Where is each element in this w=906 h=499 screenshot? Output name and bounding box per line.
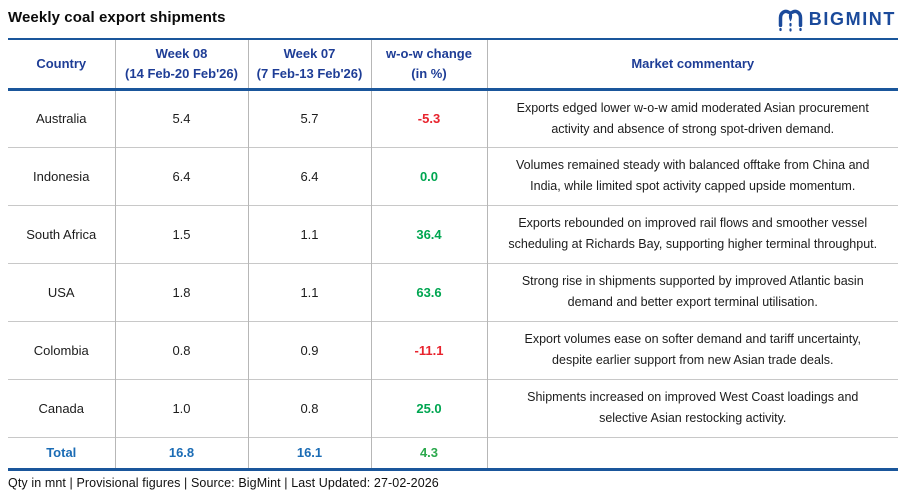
col-header-wow-change: w-o-w change (in %) (370, 39, 487, 89)
col-header-commentary: Market commentary (486, 39, 898, 89)
change-cell: 25.0 (370, 379, 487, 437)
total-commentary-cell (486, 437, 898, 469)
table-row-colombia: Colombia 0.8 0.9 -11.1 Export volumes ea… (8, 321, 898, 379)
total-label-cell: Total (46, 445, 77, 460)
table-row-australia: Australia 5.4 5.7 -5.3 Exports edged low… (8, 89, 898, 147)
coal-export-table: Country Week 08 (14 Feb-20 Feb'26) Week … (8, 38, 898, 471)
change-cell: 63.6 (370, 263, 487, 321)
commentary-cell: Export volumes ease on softer demand and… (486, 321, 898, 379)
commentary-cell: Strong rise in shipments supported by im… (486, 263, 898, 321)
change-cell: -5.3 (370, 89, 487, 147)
commentary-cell: Exports edged lower w-o-w amid moderated… (486, 89, 898, 147)
week07-cell: 1.1 (247, 263, 371, 321)
country-cell: Australia (35, 111, 87, 126)
total-week07-cell: 16.1 (247, 437, 371, 469)
change-cell: 0.0 (370, 147, 487, 205)
col-header-week07: Week 07 (7 Feb-13 Feb'26) (247, 39, 371, 89)
country-cell: Canada (38, 400, 85, 416)
table-row-south-africa: South Africa 1.5 1.1 36.4 Exports reboun… (8, 205, 898, 263)
bigmint-logo: BIGMINT (777, 5, 898, 32)
col-header-country: Country (36, 55, 87, 71)
country-cell: Colombia (33, 342, 89, 358)
bigmint-m-rocket-icon (777, 7, 804, 32)
table-header: Country Week 08 (14 Feb-20 Feb'26) Week … (8, 39, 898, 89)
week07-cell: 5.7 (247, 89, 371, 147)
source-footnote: Qty in mnt | Provisional figures | Sourc… (8, 475, 439, 490)
header-row: Country Week 08 (14 Feb-20 Feb'26) Week … (8, 39, 898, 89)
table-row-canada: Canada 1.0 0.8 25.0 Shipments increased … (8, 379, 898, 437)
week07-cell: 1.1 (247, 205, 371, 263)
table-body: Australia 5.4 5.7 -5.3 Exports edged low… (8, 89, 898, 469)
table-row-total: Total 16.8 16.1 4.3 (8, 437, 898, 469)
table-row-usa: USA 1.8 1.1 63.6 Strong rise in shipment… (8, 263, 898, 321)
week07-cell: 0.8 (247, 379, 371, 437)
country-cell: South Africa (26, 226, 97, 242)
country-cell: USA (47, 284, 75, 300)
week08-cell: 0.8 (114, 321, 248, 379)
week08-cell: 1.0 (114, 379, 248, 437)
week08-cell: 5.4 (114, 89, 248, 147)
commentary-cell: Volumes remained steady with balanced of… (486, 147, 898, 205)
col-header-week08: Week 08 (14 Feb-20 Feb'26) (114, 39, 248, 89)
country-cell: Indonesia (33, 168, 90, 184)
week08-cell: 6.4 (114, 147, 248, 205)
change-cell: -11.1 (370, 321, 487, 379)
week07-cell: 0.9 (247, 321, 371, 379)
change-cell: 36.4 (370, 205, 487, 263)
week08-cell: 1.5 (114, 205, 248, 263)
bigmint-wordmark: BIGMINT (808, 9, 896, 29)
commentary-cell: Exports rebounded on improved rail flows… (486, 205, 898, 263)
total-week08-cell: 16.8 (114, 437, 248, 469)
week08-cell: 1.8 (114, 263, 248, 321)
week07-cell: 6.4 (247, 147, 371, 205)
total-change-cell: 4.3 (370, 437, 487, 469)
table-row-indonesia: Indonesia 6.4 6.4 0.0 Volumes remained s… (8, 147, 898, 205)
page-title: Weekly coal export shipments (8, 9, 226, 26)
report-header: Weekly coal export shipments (8, 5, 898, 38)
commentary-cell: Shipments increased on improved West Coa… (486, 379, 898, 437)
